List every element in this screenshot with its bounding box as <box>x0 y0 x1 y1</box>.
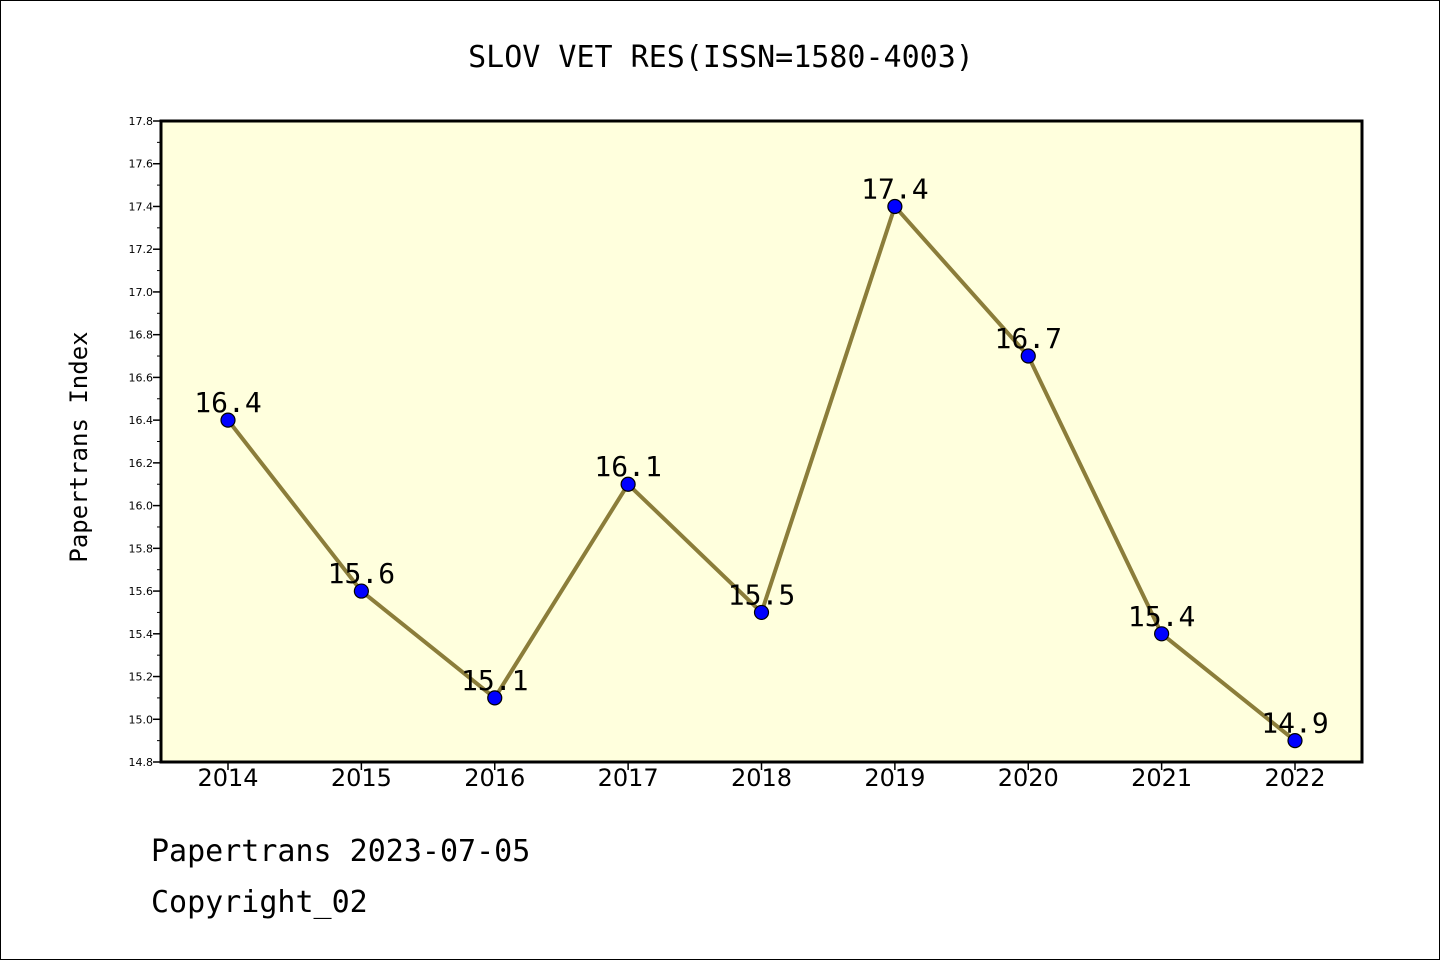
data-points <box>220 198 1303 749</box>
x-tick-label: 2016 <box>464 764 525 792</box>
x-tick-label: 2020 <box>998 764 1059 792</box>
data-label: 17.4 <box>861 172 928 205</box>
data-point <box>887 198 903 215</box>
y-tick-label: 15.0 <box>129 713 154 726</box>
data-point <box>1287 733 1303 749</box>
data-label: 16.1 <box>594 450 661 483</box>
x-axis-ticks: 2014 2015 2016 2017 2018 2019 2020 2021 2022 <box>197 762 1326 792</box>
y-tick-label: 17.8 <box>129 115 154 128</box>
y-tick-label: 15.2 <box>129 671 154 684</box>
data-label: 15.6 <box>328 557 395 590</box>
y-tick-label: 15.6 <box>129 585 154 598</box>
x-tick-label: 2014 <box>197 764 258 792</box>
data-point <box>487 690 503 706</box>
data-point <box>753 604 770 621</box>
x-tick-label: 2022 <box>1264 764 1325 792</box>
data-label: 16.7 <box>995 322 1062 355</box>
x-tick-label: 2018 <box>731 764 792 792</box>
footer-copyright: Copyright_02 <box>151 885 368 920</box>
x-tick-label: 2019 <box>864 764 925 792</box>
footer-date: Papertrans 2023-07-05 <box>151 834 531 869</box>
y-tick-label: 16.4 <box>129 414 154 427</box>
y-tick-label: 14.8 <box>129 756 154 769</box>
data-point <box>220 412 236 428</box>
data-labels: 16.4 15.6 15.1 16.1 15.5 17.4 16.7 15.4 14.9 <box>194 172 1328 739</box>
data-point <box>1020 348 1036 364</box>
data-label: 15.5 <box>728 578 795 611</box>
data-point <box>353 583 369 599</box>
y-tick-label: 15.8 <box>129 542 154 555</box>
data-label: 14.9 <box>1261 707 1328 740</box>
y-tick-label: 16.6 <box>129 371 154 384</box>
y-tick-label: 16.2 <box>129 457 154 470</box>
y-tick-label: 17.4 <box>129 200 154 213</box>
y-tick-label: 16.0 <box>129 500 154 513</box>
data-label: 15.4 <box>1128 600 1195 633</box>
data-point <box>620 476 636 492</box>
y-tick-label: 16.8 <box>129 329 154 342</box>
chart-title: SLOV VET RES(ISSN=1580-4003) <box>468 40 974 75</box>
x-tick-label: 2017 <box>598 764 659 792</box>
y-axis-ticks: 14.8 15.0 15.2 15.4 15.6 15.8 16.0 16.2 16.4 16.6… <box>129 115 161 769</box>
y-tick-label: 15.4 <box>129 628 154 641</box>
plot-area <box>159 119 1364 764</box>
x-tick-label: 2015 <box>331 764 392 792</box>
y-axis-label: Papertrans Index <box>65 331 93 562</box>
y-tick-label: 17.6 <box>129 158 154 171</box>
data-label: 16.4 <box>194 386 261 419</box>
y-tick-label: 17.2 <box>129 243 154 256</box>
x-tick-label: 2021 <box>1131 764 1192 792</box>
y-tick-label: 17.0 <box>129 286 154 299</box>
data-label: 15.1 <box>461 664 528 697</box>
data-point <box>1154 626 1170 642</box>
